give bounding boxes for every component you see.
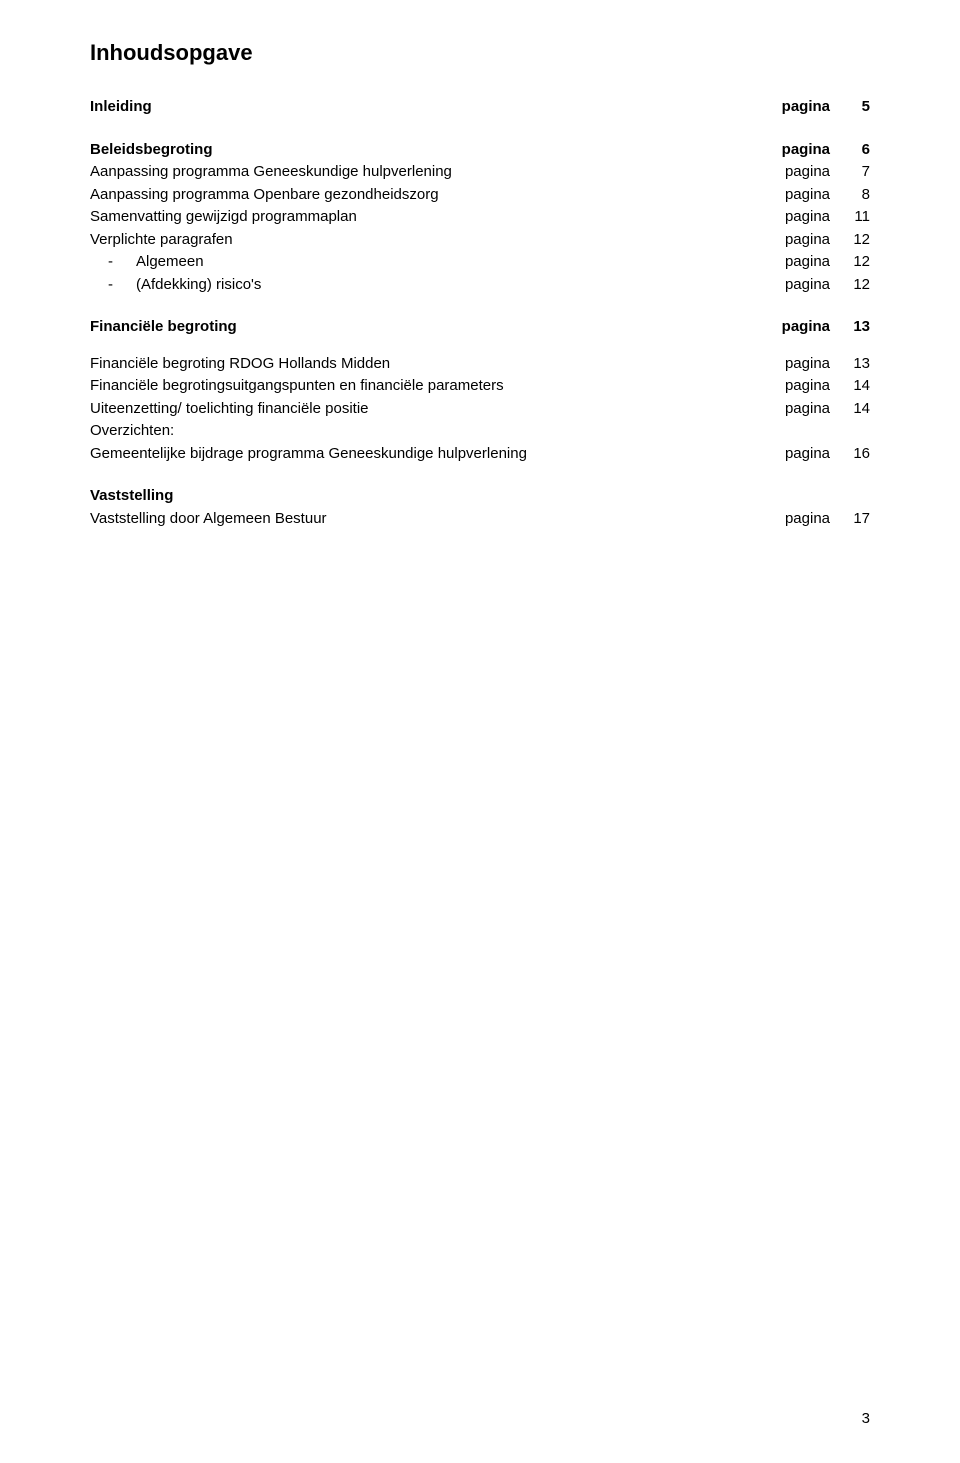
toc-label: Uiteenzetting/ toelichting financiële po…	[90, 398, 773, 421]
toc-label: Financiële begrotingsuitgangspunten en f…	[90, 375, 773, 398]
toc-pageword: pagina	[773, 251, 830, 274]
toc-row-financiele-begroting: Financiële begroting pagina 13	[90, 316, 870, 339]
toc-row-sub: Algemeen pagina 12	[90, 251, 870, 274]
toc-pageword: pagina	[773, 161, 830, 184]
toc-num: 6	[830, 139, 870, 162]
spacer	[90, 465, 870, 485]
toc-row-sub: (Afdekking) risico's pagina 12	[90, 274, 870, 297]
toc-num: 5	[830, 96, 870, 119]
toc-pageword: pagina	[770, 316, 830, 339]
toc-num: 16	[830, 443, 870, 466]
toc-row-beleidsbegroting: Beleidsbegroting pagina 6	[90, 139, 870, 162]
toc-num: 12	[830, 229, 870, 252]
toc-label: Financiële begroting	[90, 316, 770, 339]
toc-row: Samenvatting gewijzigd programmaplan pag…	[90, 206, 870, 229]
spacer	[90, 119, 870, 139]
toc-row: Verplichte paragrafen pagina 12	[90, 229, 870, 252]
toc-pageword: pagina	[773, 353, 830, 376]
toc-label: Verplichte paragrafen	[90, 229, 773, 252]
toc-label: Aanpassing programma Openbare gezondheid…	[90, 184, 773, 207]
toc-label: Samenvatting gewijzigd programmaplan	[90, 206, 773, 229]
spacer	[90, 339, 870, 353]
toc-pageword: pagina	[773, 375, 830, 398]
toc-pageword: pagina	[773, 229, 830, 252]
toc-num: 12	[830, 251, 870, 274]
toc-pageword: pagina	[773, 508, 830, 531]
toc-num: 13	[830, 353, 870, 376]
toc-row: Gemeentelijke bijdrage programma Geneesk…	[90, 443, 870, 466]
toc-label: Gemeentelijke bijdrage programma Geneesk…	[90, 443, 773, 466]
toc-label: Overzichten:	[90, 420, 870, 443]
toc-num: 7	[830, 161, 870, 184]
toc-label: Financiële begroting RDOG Hollands Midde…	[90, 353, 773, 376]
toc-label: Beleidsbegroting	[90, 139, 770, 162]
toc-pageword: pagina	[773, 443, 830, 466]
toc-row: Vaststelling door Algemeen Bestuur pagin…	[90, 508, 870, 531]
toc-pageword: pagina	[773, 184, 830, 207]
page-container: Inhoudsopgave Inleiding pagina 5 Beleids…	[0, 0, 960, 1463]
toc-label: Inleiding	[90, 96, 770, 119]
toc-label: Aanpassing programma Geneeskundige hulpv…	[90, 161, 773, 184]
toc-num: 13	[830, 316, 870, 339]
page-title: Inhoudsopgave	[90, 40, 870, 66]
toc-num: 14	[830, 375, 870, 398]
toc-pageword: pagina	[770, 96, 830, 119]
toc-pageword: pagina	[773, 206, 830, 229]
toc-num: 11	[830, 206, 870, 229]
page-number-footer: 3	[862, 1410, 870, 1427]
toc-num: 14	[830, 398, 870, 421]
toc-label: (Afdekking) risico's	[90, 274, 773, 297]
toc-num: 12	[830, 274, 870, 297]
toc-row: Uiteenzetting/ toelichting financiële po…	[90, 398, 870, 421]
toc-pageword: pagina	[773, 398, 830, 421]
toc-row-vaststelling: Vaststelling	[90, 485, 870, 508]
toc-num: 8	[830, 184, 870, 207]
toc-pageword: pagina	[770, 139, 830, 162]
toc-pageword: pagina	[773, 274, 830, 297]
toc-label: Vaststelling	[90, 485, 870, 508]
toc-row: Aanpassing programma Openbare gezondheid…	[90, 184, 870, 207]
toc-num: 17	[830, 508, 870, 531]
toc-row: Financiële begroting RDOG Hollands Midde…	[90, 353, 870, 376]
toc-row-overzichten: Overzichten:	[90, 420, 870, 443]
toc-label: Vaststelling door Algemeen Bestuur	[90, 508, 773, 531]
toc-row: Aanpassing programma Geneeskundige hulpv…	[90, 161, 870, 184]
spacer	[90, 296, 870, 316]
toc-label: Algemeen	[90, 251, 773, 274]
toc-row-inleiding: Inleiding pagina 5	[90, 96, 870, 119]
toc-row: Financiële begrotingsuitgangspunten en f…	[90, 375, 870, 398]
